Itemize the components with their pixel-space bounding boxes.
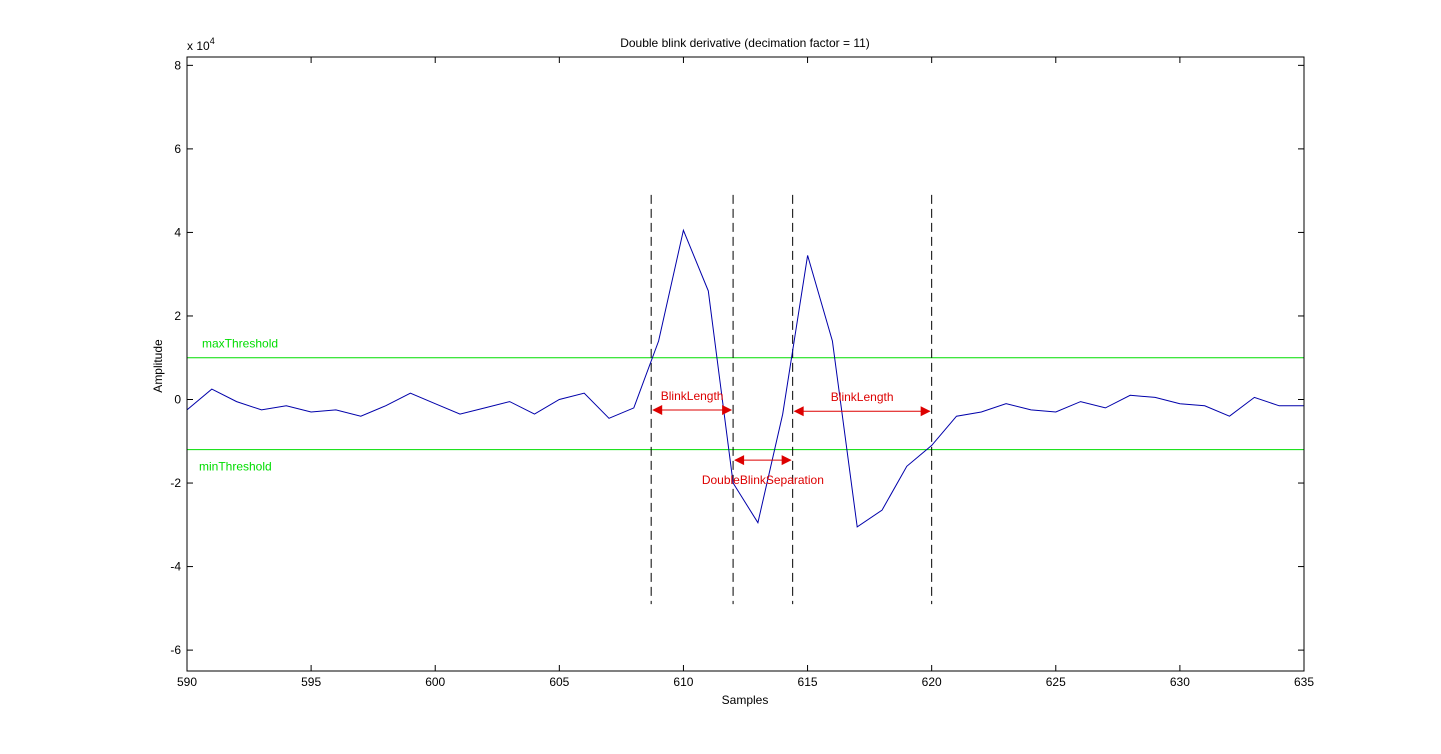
y-axis-label: Amplitude	[151, 339, 165, 393]
x-axis-label: Samples	[722, 693, 769, 707]
series-point	[211, 388, 213, 390]
y-scale-factor: x 104	[187, 36, 215, 53]
plot-marks: 590 595 600 605 610 615 620 625 630 635 -6 -4 -2 0 2 4 6…	[170, 57, 1314, 689]
series-point	[881, 509, 883, 511]
series-line	[186, 228, 1304, 528]
series-point	[931, 445, 933, 447]
threshold-label: minThreshold	[199, 460, 272, 474]
y-scale-exponent: 4	[210, 36, 215, 46]
axes-box	[186, 56, 1305, 672]
series-point	[782, 413, 784, 415]
x-tick-label: 635	[1294, 675, 1314, 689]
series-point	[807, 255, 809, 257]
series-point	[1154, 397, 1156, 399]
series-point	[261, 409, 263, 411]
annotation-arrowhead	[781, 455, 792, 466]
series-point	[1129, 395, 1131, 397]
series-point	[1179, 403, 1181, 405]
y-tick-label: 8	[174, 58, 181, 72]
x-tick-label: 595	[301, 675, 321, 689]
series-point	[534, 413, 536, 415]
series-point	[459, 413, 461, 415]
annotation-arrowhead	[722, 404, 733, 415]
series-point	[1204, 405, 1206, 407]
series-point	[360, 415, 362, 417]
series-point	[1080, 401, 1082, 403]
x-tick-label: 610	[673, 675, 693, 689]
series-point	[285, 405, 287, 407]
y-tick-label: -4	[170, 560, 181, 574]
x-tick-label: 615	[798, 675, 818, 689]
annotation-arrowhead	[793, 406, 804, 417]
series-point	[633, 407, 635, 409]
series-point	[707, 290, 709, 292]
x-tick-label: 620	[922, 675, 942, 689]
series-point	[981, 411, 983, 413]
annotation-label: DoubleBlinkSeparation	[702, 473, 824, 487]
series-point	[906, 466, 908, 468]
x-tick-label: 630	[1170, 675, 1190, 689]
series-point	[310, 411, 312, 413]
series-point	[658, 340, 660, 342]
series-point	[832, 340, 834, 342]
series-point	[956, 415, 958, 417]
x-tick-label: 590	[177, 675, 197, 689]
series-point	[1229, 415, 1231, 417]
series-point	[757, 522, 759, 524]
x-tick-label: 600	[425, 675, 445, 689]
y-tick-label: -2	[170, 476, 181, 490]
y-tick-label: 0	[174, 393, 181, 407]
series-point	[434, 403, 436, 405]
series-point	[1254, 397, 1256, 399]
y-tick-label: 2	[174, 309, 181, 323]
annotation-label: BlinkLength	[831, 390, 894, 404]
chart-title: Double blink derivative (decimation fact…	[620, 36, 870, 50]
series-point	[683, 230, 685, 232]
annotation-arrowhead	[920, 406, 931, 417]
series-point	[335, 409, 337, 411]
y-tick-label: -6	[170, 643, 181, 657]
series-point	[236, 401, 238, 403]
series-point	[1055, 411, 1057, 413]
y-tick-label: 6	[174, 142, 181, 156]
series-point	[1278, 405, 1280, 407]
threshold-label: maxThreshold	[202, 337, 278, 351]
series-point	[608, 417, 610, 419]
y-tick-label: 4	[174, 225, 181, 239]
series-point	[583, 392, 585, 394]
annotation-arrowhead	[652, 404, 663, 415]
series-point	[484, 407, 486, 409]
annotation-label: BlinkLength	[661, 389, 724, 403]
y-scale-label: x 10	[187, 39, 210, 53]
series-point	[1030, 409, 1032, 411]
series-point	[410, 392, 412, 394]
series-point	[1005, 403, 1007, 405]
x-tick-label: 625	[1046, 675, 1066, 689]
series-point	[559, 399, 561, 401]
series-point	[385, 405, 387, 407]
x-tick-label: 605	[549, 675, 569, 689]
series-point	[1105, 407, 1107, 409]
annotation-arrowhead	[734, 455, 745, 466]
series-point	[509, 401, 511, 403]
series-point	[856, 526, 858, 528]
